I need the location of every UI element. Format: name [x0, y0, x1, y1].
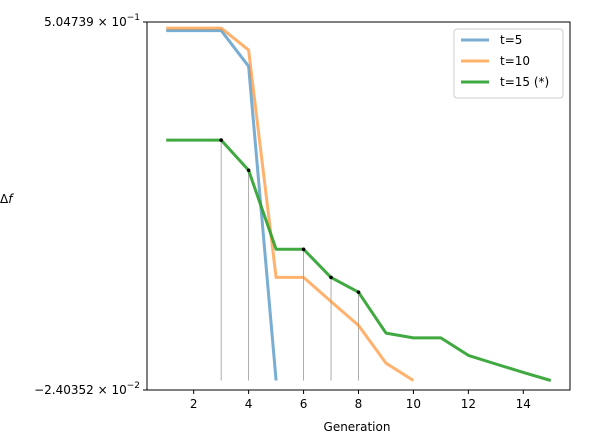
legend-label-1: t=5 [500, 33, 522, 47]
y-axis: 5.04739 × 10−1 −2.40352 × 10−2 [34, 13, 147, 397]
x-tick-label: 2 [190, 397, 198, 411]
x-axis: 2 4 6 8 10 12 14 [190, 390, 531, 411]
legend-label-3: t=15 (*) [500, 75, 549, 89]
x-tick-label: 6 [300, 397, 308, 411]
y-axis-label-variable: f [8, 192, 14, 206]
marker-dot-2 [246, 168, 251, 173]
x-tick-label: 12 [461, 397, 476, 411]
y-axis-label-prefix: Δ [0, 192, 9, 206]
marker-dots [219, 138, 361, 294]
legend: t=5 t=10 t=15 (*) [453, 28, 564, 99]
y-tick-label-2: −2.40352 × 10−2 [34, 381, 140, 397]
marker-dot-1 [219, 138, 223, 142]
x-tick-label: 8 [355, 397, 363, 411]
legend-label-2: t=10 [500, 54, 530, 68]
marker-lines [220, 140, 359, 381]
y-tick-label-1: 5.04739 × 10−1 [44, 13, 140, 29]
marker-dot-5 [356, 290, 361, 294]
series-line-1 [166, 29, 278, 381]
marker-dot-4 [329, 275, 333, 280]
x-tick-label: 14 [516, 397, 531, 411]
y-axis-label: Δf [0, 192, 14, 206]
x-tick-label: 4 [245, 397, 253, 411]
x-axis-label: Generation [324, 420, 391, 434]
marker-dot-3 [301, 247, 306, 252]
x-tick-label: 10 [406, 397, 421, 411]
series-line-2 [166, 26, 415, 382]
